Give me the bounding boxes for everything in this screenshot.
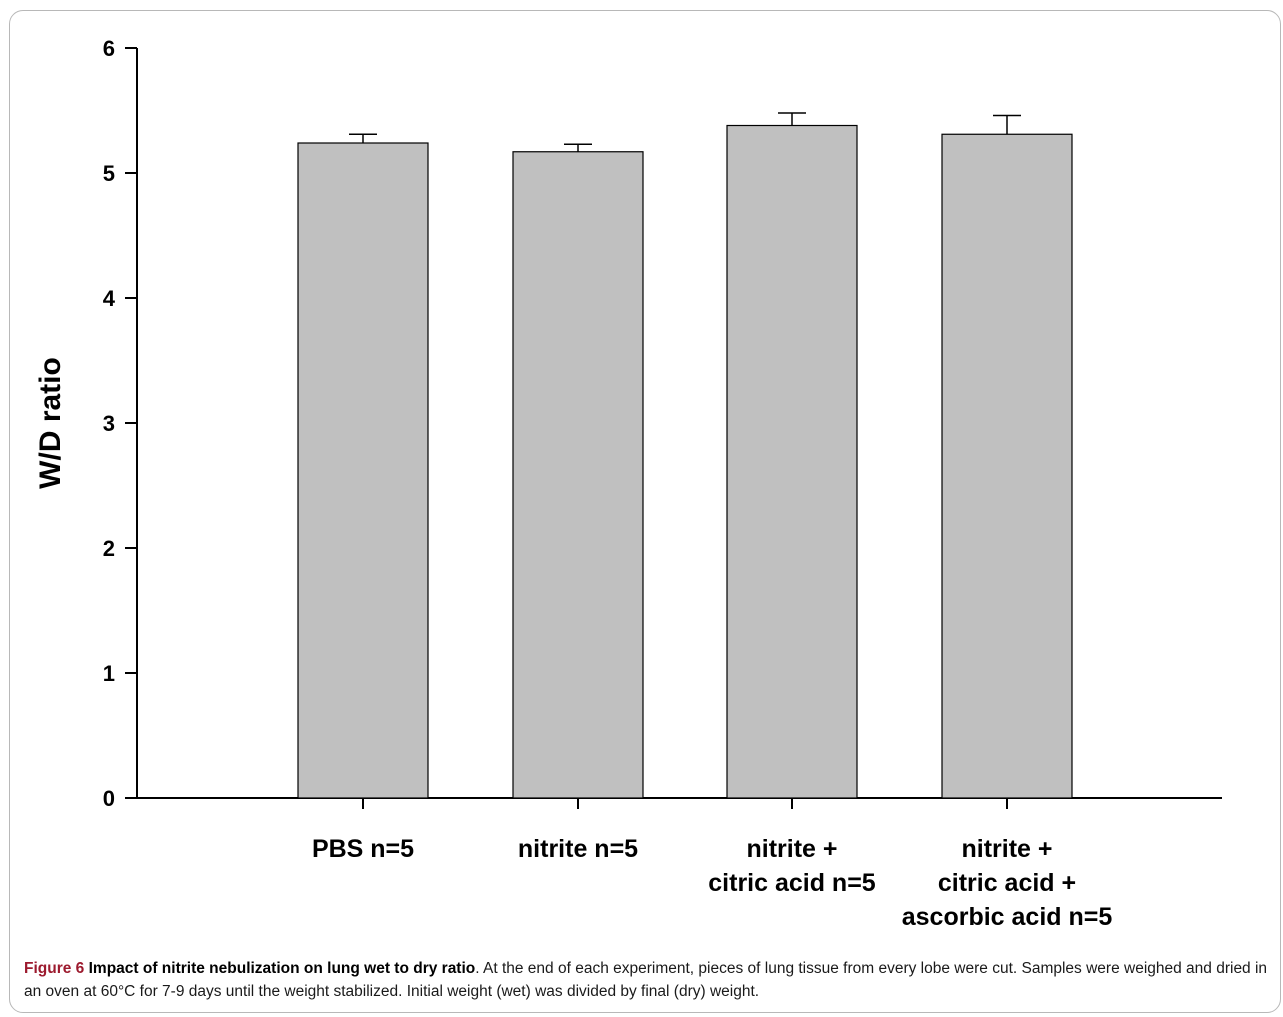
x-category-label: nitrite + — [962, 835, 1053, 863]
figure-title: Impact of nitrite nebulization on lung w… — [88, 960, 476, 977]
x-category-label: citric acid + — [938, 869, 1076, 897]
y-tick-label: 3 — [103, 411, 115, 436]
figure-caption: Figure 6 Impact of nitrite nebulization … — [24, 957, 1274, 1003]
bar — [512, 151, 644, 799]
bar-chart: 0 1 2 3 4 5 6 W/D ratio PBS n=5 nitrite n=5 nitrit… — [34, 36, 1222, 931]
y-tick-label: 0 — [103, 786, 115, 811]
bar — [297, 142, 429, 799]
x-category-label: PBS n=5 — [312, 835, 414, 863]
x-category-label: citric acid n=5 — [708, 869, 876, 897]
y-tick-label: 2 — [103, 536, 115, 561]
x-category-label: nitrite + — [747, 835, 838, 863]
y-tick-label: 1 — [103, 661, 115, 686]
figure-label: Figure 6 — [24, 960, 85, 977]
bar — [941, 133, 1073, 799]
y-tick-label: 4 — [103, 286, 116, 311]
y-tick-label: 5 — [103, 161, 115, 186]
figure-caption-text: . At the end of each experiment, pieces … — [24, 960, 1268, 1000]
figure-frame — [9, 10, 1281, 1013]
x-category-label: nitrite n=5 — [518, 835, 638, 863]
bar — [726, 124, 858, 799]
y-tick-label: 6 — [103, 36, 115, 61]
x-category-label: ascorbic acid n=5 — [902, 903, 1113, 931]
y-axis-title: W/D ratio — [34, 357, 67, 489]
